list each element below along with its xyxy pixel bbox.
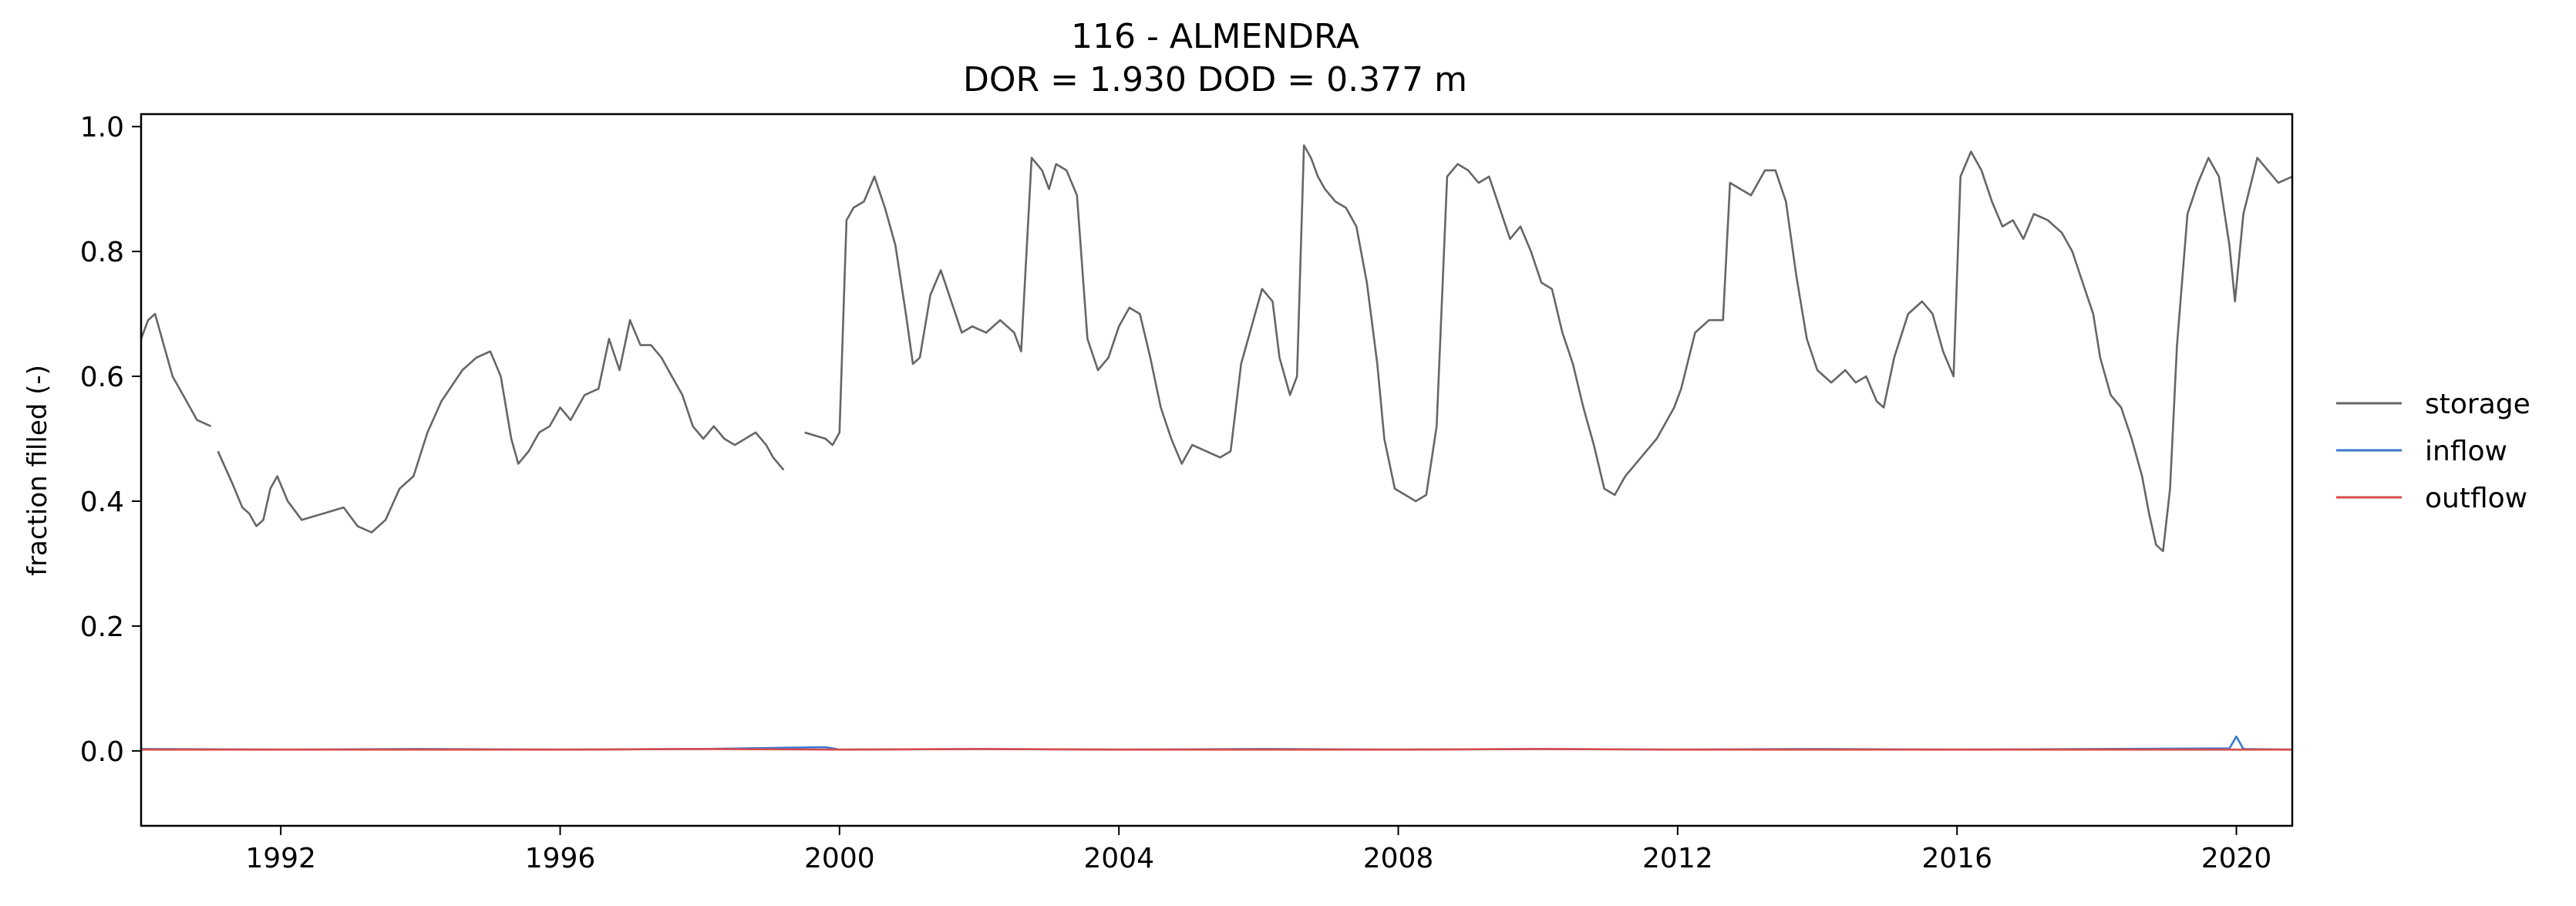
x-tick-label: 1992 xyxy=(245,843,316,874)
series-line-storage-1 xyxy=(217,318,785,534)
legend: storage inflow outflow xyxy=(2336,389,2531,514)
series-line-storage-0 xyxy=(140,312,212,427)
chart-title: 116 - ALMENDRA xyxy=(1071,17,1359,56)
x-tick-label: 2000 xyxy=(804,843,875,874)
legend-label-outflow: outflow xyxy=(2425,483,2527,514)
y-tick-label: 0.0 xyxy=(80,736,124,768)
y-tick-label: 0.2 xyxy=(80,611,124,643)
x-tick-label: 2004 xyxy=(1083,843,1154,874)
x-tick-label: 1996 xyxy=(525,843,596,874)
x-tick-label: 2020 xyxy=(2201,843,2272,874)
legend-label-inflow: inflow xyxy=(2425,436,2507,467)
x-tick-label: 2012 xyxy=(1642,843,1713,874)
y-tick-label: 0.8 xyxy=(80,237,124,268)
series-line-storage-2 xyxy=(804,144,2293,553)
x-tick-label: 2008 xyxy=(1363,843,1434,874)
series-line-inflow-0 xyxy=(140,735,2293,751)
x-tick-label: 2016 xyxy=(1921,843,1992,874)
plot-frame xyxy=(140,113,2294,827)
legend-label-storage: storage xyxy=(2425,389,2531,420)
y-tick-label: 1.0 xyxy=(80,112,124,143)
y-axis-label: fraction filled (-) xyxy=(22,365,53,576)
chart-subtitle: DOR = 1.930 DOD = 0.377 m xyxy=(963,60,1467,99)
y-tick-label: 0.6 xyxy=(80,362,124,393)
y-tick-label: 0.4 xyxy=(80,487,124,518)
